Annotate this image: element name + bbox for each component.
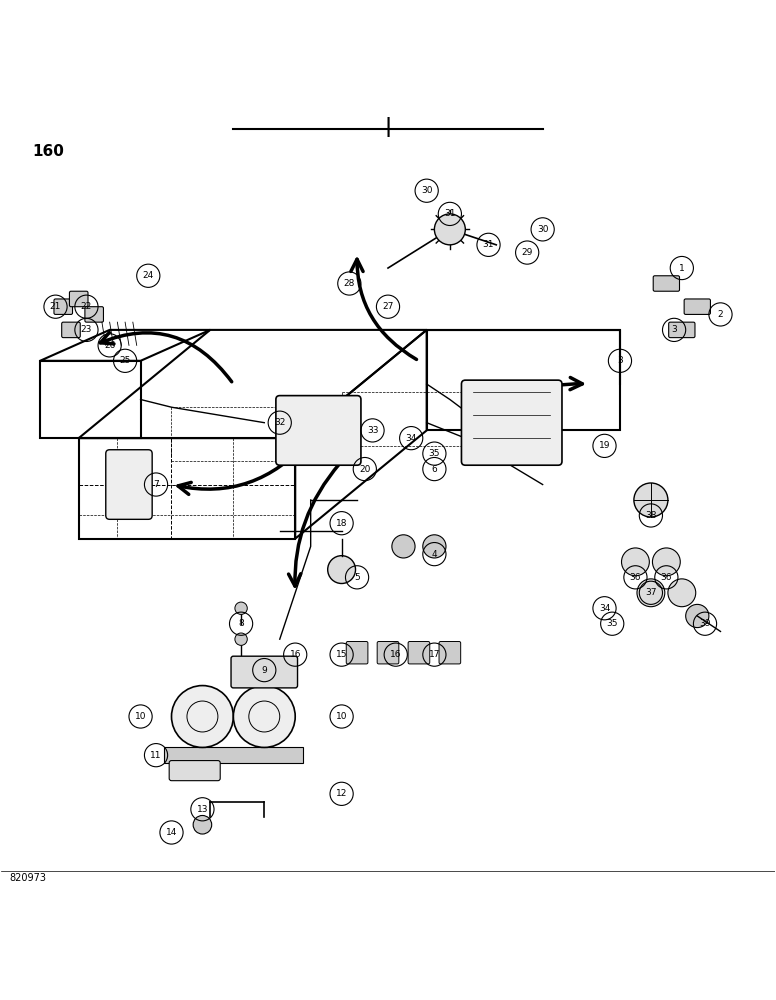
Text: 10: 10 [135,712,147,721]
Text: 35: 35 [428,449,440,458]
Text: 1: 1 [679,264,684,273]
Text: 12: 12 [336,789,348,798]
Text: 37: 37 [645,588,656,597]
FancyBboxPatch shape [684,299,711,314]
Text: 5: 5 [354,573,360,582]
Text: 10: 10 [336,712,348,721]
Text: 28: 28 [344,279,355,288]
Text: 7: 7 [153,480,159,489]
FancyBboxPatch shape [69,291,88,307]
Circle shape [637,579,665,607]
FancyBboxPatch shape [439,641,461,664]
Text: 3: 3 [617,356,623,365]
Text: 36: 36 [660,573,672,582]
Text: 30: 30 [537,225,549,234]
FancyBboxPatch shape [669,322,695,338]
Text: 26: 26 [104,341,116,350]
Circle shape [668,579,696,607]
Circle shape [653,548,681,576]
Text: 33: 33 [367,426,378,435]
FancyBboxPatch shape [106,450,152,519]
Text: 39: 39 [699,619,711,628]
Text: 8: 8 [238,619,244,628]
Circle shape [423,535,446,558]
Polygon shape [164,747,303,763]
Text: 14: 14 [166,828,177,837]
FancyBboxPatch shape [85,307,103,322]
FancyBboxPatch shape [346,641,368,664]
FancyBboxPatch shape [408,641,430,664]
Text: 22: 22 [81,302,92,311]
FancyBboxPatch shape [276,396,361,465]
Text: 34: 34 [406,434,417,443]
Text: 160: 160 [33,144,64,159]
Text: 31: 31 [444,209,456,218]
Text: 16: 16 [289,650,301,659]
Text: 25: 25 [120,356,131,365]
FancyBboxPatch shape [54,299,72,314]
Circle shape [392,535,415,558]
Circle shape [435,214,466,245]
Text: 24: 24 [143,271,154,280]
Text: 23: 23 [81,325,92,334]
Text: 18: 18 [336,519,348,528]
Circle shape [234,686,295,747]
Text: 21: 21 [50,302,61,311]
FancyBboxPatch shape [653,276,680,291]
Circle shape [622,548,650,576]
Text: 29: 29 [521,248,533,257]
Text: 2: 2 [718,310,723,319]
Text: 35: 35 [607,619,618,628]
Text: 13: 13 [196,805,208,814]
Text: 3: 3 [671,325,677,334]
Text: 820973: 820973 [9,873,46,883]
Text: 38: 38 [645,511,656,520]
Text: 19: 19 [599,441,610,450]
FancyBboxPatch shape [169,761,220,781]
Text: 32: 32 [274,418,286,427]
Text: 27: 27 [383,302,393,311]
Text: 4: 4 [431,550,437,559]
Text: 31: 31 [483,240,494,249]
FancyBboxPatch shape [231,656,297,688]
Text: 30: 30 [421,186,432,195]
Circle shape [327,556,355,584]
Text: 17: 17 [428,650,440,659]
FancyBboxPatch shape [62,322,80,338]
FancyBboxPatch shape [377,641,399,664]
Text: 9: 9 [262,666,267,675]
Circle shape [171,686,234,747]
Text: 6: 6 [431,465,437,474]
FancyBboxPatch shape [462,380,562,465]
Text: 36: 36 [629,573,641,582]
Text: 34: 34 [599,604,610,613]
Circle shape [235,633,248,645]
Circle shape [235,602,248,614]
Text: 15: 15 [336,650,348,659]
Circle shape [686,604,709,628]
Text: |: | [384,117,392,137]
Circle shape [193,815,212,834]
Circle shape [634,483,668,517]
Text: 16: 16 [390,650,401,659]
Text: 20: 20 [359,465,370,474]
Text: 11: 11 [151,751,161,760]
